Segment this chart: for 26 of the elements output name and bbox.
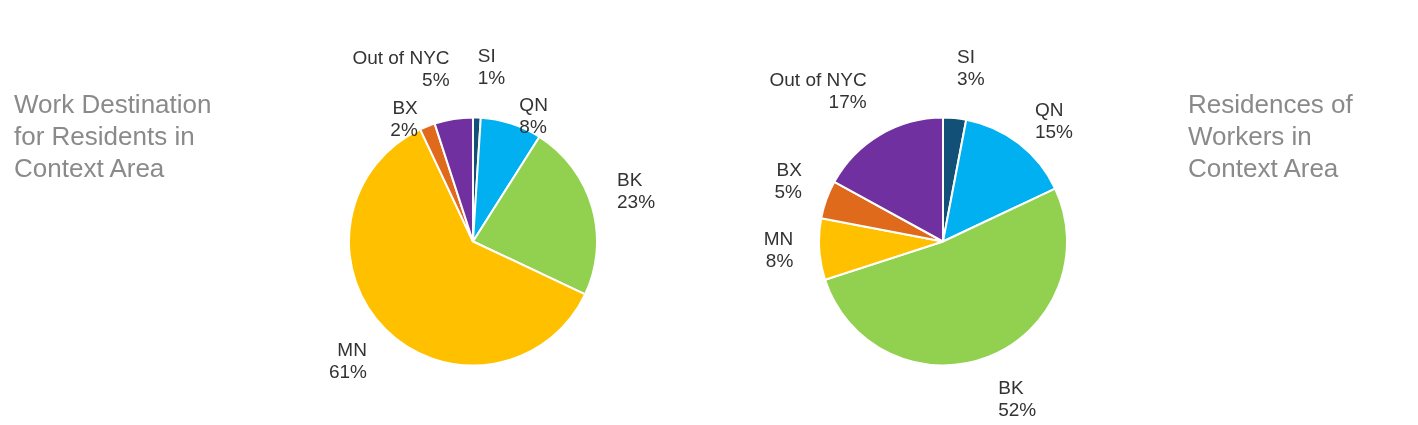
slice-label: BK (998, 377, 1024, 399)
data-label: 5% (774, 180, 802, 202)
slice-label: QN (519, 94, 548, 116)
data-label: 8% (519, 116, 547, 138)
slice-label: BK (617, 169, 643, 191)
data-label: 8% (765, 250, 794, 272)
slice-label: QN (1034, 98, 1064, 120)
data-label: 2% (390, 118, 418, 140)
slice-label: BX (392, 96, 419, 118)
slice-label: SI (957, 46, 976, 67)
data-label: 3% (957, 68, 985, 89)
slice-label: MN (763, 228, 794, 250)
data-label: 5% (422, 69, 450, 91)
data-label: 17% (828, 91, 867, 113)
slice-label: BX (776, 158, 803, 180)
data-label: 61% (328, 360, 368, 382)
slice-label: Out of NYC (769, 69, 867, 91)
text: Residences of Workers in Context Area (1187, 88, 1354, 184)
data-label: 52% (998, 399, 1037, 421)
data-label: 1% (477, 67, 506, 89)
slice-label: MN (337, 338, 367, 360)
slice-label: Out of NYC (352, 47, 450, 69)
text: Work Destination for Residents in Context Area (13, 88, 213, 184)
data-label: 15% (1034, 120, 1074, 142)
slice-label: SI (477, 45, 496, 67)
data-label: 23% (617, 191, 656, 213)
